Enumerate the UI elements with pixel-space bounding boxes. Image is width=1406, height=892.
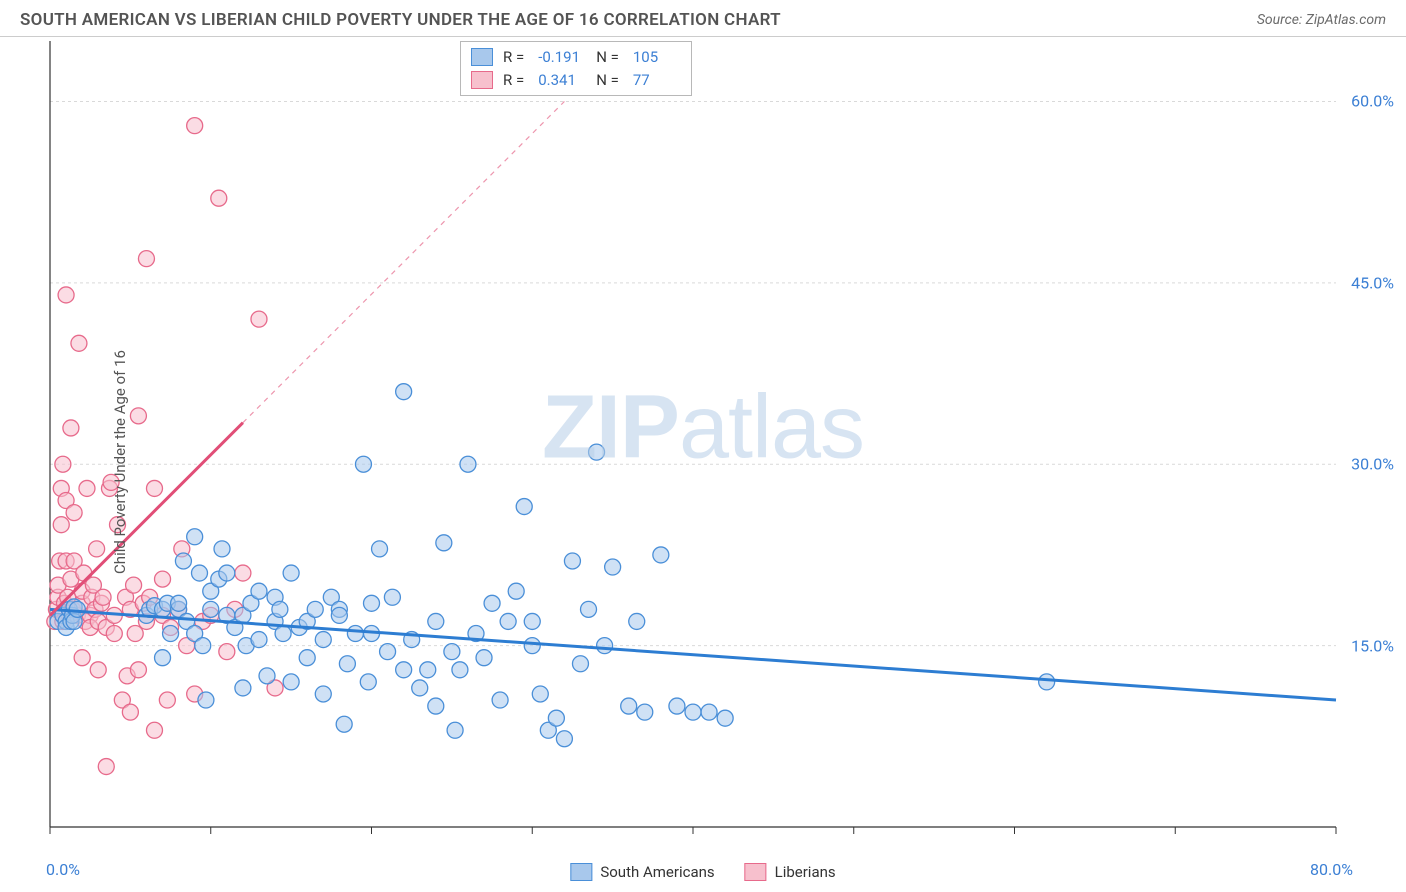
legend-swatch-1 — [471, 71, 493, 89]
legend-item-0: South Americans — [570, 863, 714, 881]
correlation-legend: R = -0.191 N = 105 R = 0.341 N = 77 — [460, 41, 692, 96]
chart-area: Child Poverty Under the Age of 16 ZIPatl… — [0, 37, 1406, 887]
legend-swatch-0 — [471, 48, 493, 66]
scatter-chart — [0, 37, 1406, 877]
legend-swatch-0b — [570, 863, 592, 881]
y-tick-label: 30.0% — [1351, 455, 1394, 474]
chart-source: Source: ZipAtlas.com — [1257, 12, 1386, 28]
y-tick-label: 45.0% — [1351, 273, 1394, 292]
x-axis-min-label: 0.0% — [46, 860, 80, 879]
legend-swatch-1b — [745, 863, 767, 881]
y-tick-label: 15.0% — [1351, 636, 1394, 655]
legend-row-series-0: R = -0.191 N = 105 — [471, 46, 681, 69]
y-axis-label: Child Poverty Under the Age of 16 — [111, 350, 129, 574]
chart-header: SOUTH AMERICAN VS LIBERIAN CHILD POVERTY… — [0, 0, 1406, 37]
legend-row-series-1: R = 0.341 N = 77 — [471, 69, 681, 92]
legend-item-1: Liberians — [745, 863, 836, 881]
series-legend: South Americans Liberians — [570, 863, 835, 881]
x-axis-max-label: 80.0% — [1310, 860, 1353, 879]
y-tick-label: 60.0% — [1351, 92, 1394, 111]
chart-title: SOUTH AMERICAN VS LIBERIAN CHILD POVERTY… — [20, 10, 781, 30]
